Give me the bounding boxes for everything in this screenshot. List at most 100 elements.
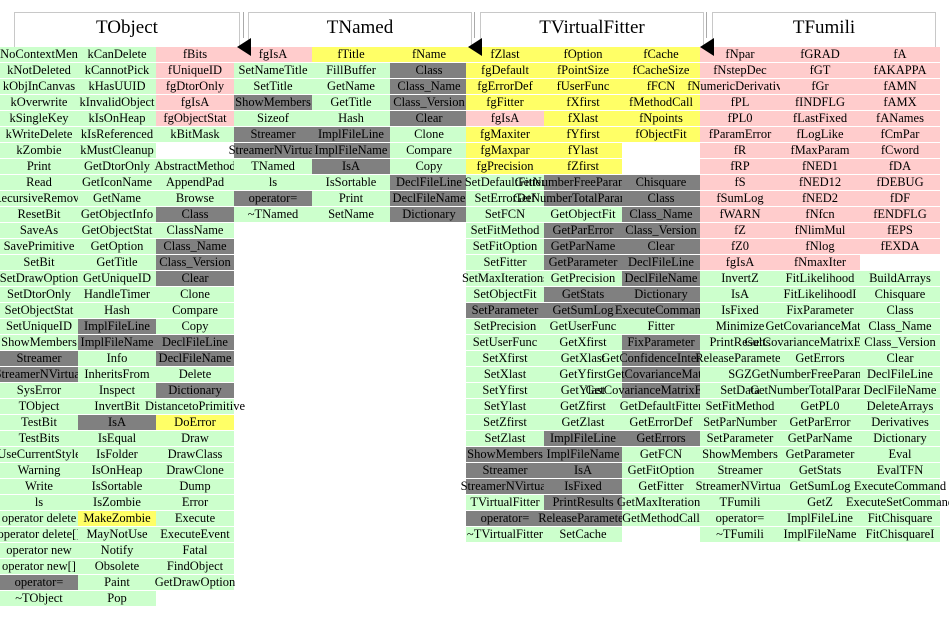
member-cell[interactable]: Delete bbox=[156, 367, 234, 382]
member-cell[interactable]: Streamer bbox=[700, 463, 780, 478]
member-cell[interactable]: Class bbox=[390, 63, 468, 78]
member-cell[interactable]: TFumili bbox=[700, 495, 780, 510]
member-cell[interactable]: Execute bbox=[156, 511, 234, 526]
member-cell[interactable]: GetOption bbox=[78, 239, 156, 254]
member-cell[interactable]: ClassName bbox=[156, 223, 234, 238]
member-cell[interactable]: fNfcn bbox=[780, 207, 860, 222]
member-cell[interactable]: GetCovarianceMatrixElement bbox=[745, 335, 895, 350]
member-cell[interactable]: GetParameter bbox=[544, 255, 622, 270]
member-cell[interactable]: fZ0 bbox=[700, 239, 780, 254]
member-cell[interactable]: ls bbox=[234, 175, 312, 190]
member-cell[interactable]: SetDefaultFitter bbox=[465, 175, 545, 190]
member-cell[interactable]: GetParName bbox=[544, 239, 622, 254]
member-cell[interactable]: TNamed bbox=[234, 159, 312, 174]
member-cell[interactable]: PrintResults bbox=[544, 495, 622, 510]
member-cell[interactable]: fParamError bbox=[700, 127, 780, 142]
member-cell[interactable]: GetFitOption bbox=[622, 463, 700, 478]
member-cell[interactable]: Fatal bbox=[156, 543, 234, 558]
member-cell[interactable]: SetXfirst bbox=[466, 351, 544, 366]
member-cell[interactable]: Clear bbox=[860, 351, 940, 366]
member-cell[interactable]: DeclFileLine bbox=[390, 175, 468, 190]
member-cell[interactable]: Obsolete bbox=[78, 559, 156, 574]
member-cell[interactable]: SetXlast bbox=[466, 367, 544, 382]
member-cell[interactable]: AbstractMethod bbox=[154, 159, 236, 174]
member-cell[interactable]: ExecuteCommand bbox=[615, 303, 707, 318]
member-cell[interactable]: kMustCleanup bbox=[78, 143, 156, 158]
member-cell[interactable]: StreamerNVirtual bbox=[229, 143, 317, 158]
member-cell[interactable]: InheritsFrom bbox=[78, 367, 156, 382]
member-cell[interactable]: DeleteArrays bbox=[860, 399, 940, 414]
member-cell[interactable]: GetDrawOption bbox=[155, 575, 235, 590]
member-cell[interactable]: fPL bbox=[700, 95, 780, 110]
member-cell[interactable]: ShowMembers bbox=[700, 447, 780, 462]
member-cell[interactable]: PrintResults bbox=[700, 335, 780, 350]
member-cell[interactable]: IsA bbox=[700, 287, 780, 302]
member-cell[interactable]: SaveAs bbox=[0, 223, 78, 238]
member-cell[interactable]: Class_Version bbox=[390, 95, 468, 110]
member-cell[interactable]: fNED2 bbox=[780, 191, 860, 206]
member-cell[interactable]: FillBuffer bbox=[312, 63, 390, 78]
member-cell[interactable]: operator new[] bbox=[0, 559, 78, 574]
member-cell[interactable]: kBitMask bbox=[156, 127, 234, 142]
member-cell[interactable]: fNlimMul bbox=[780, 223, 860, 238]
member-cell[interactable]: fYfirst bbox=[544, 127, 622, 142]
member-cell[interactable]: fNstepDec bbox=[700, 63, 780, 78]
member-cell[interactable]: StreamerNVirtual bbox=[0, 367, 83, 382]
member-cell[interactable]: fgIsA bbox=[700, 255, 780, 270]
member-cell[interactable]: Clone bbox=[156, 287, 234, 302]
member-cell[interactable]: SetCache bbox=[544, 527, 622, 542]
member-cell[interactable]: SetFitter bbox=[466, 255, 544, 270]
member-cell[interactable]: fUniqueID bbox=[156, 63, 234, 78]
member-cell[interactable]: IsA bbox=[544, 463, 622, 478]
member-cell[interactable]: DeclFileName bbox=[622, 271, 700, 286]
member-cell[interactable]: SetFitOption bbox=[466, 239, 544, 254]
member-cell[interactable]: fLastFixed bbox=[780, 111, 860, 126]
member-cell[interactable]: fAMX bbox=[860, 95, 940, 110]
member-cell[interactable]: fRP bbox=[700, 159, 780, 174]
member-cell[interactable]: Read bbox=[0, 175, 78, 190]
member-cell[interactable]: fGr bbox=[780, 79, 860, 94]
member-cell[interactable]: fWARN bbox=[700, 207, 780, 222]
member-cell[interactable]: Dictionary bbox=[156, 383, 234, 398]
member-cell[interactable]: Hash bbox=[78, 303, 156, 318]
member-cell[interactable]: fMethodCall bbox=[622, 95, 700, 110]
member-cell[interactable]: Clear bbox=[390, 111, 468, 126]
member-cell[interactable]: GetObjectFit bbox=[544, 207, 622, 222]
member-cell[interactable]: IsSortable bbox=[312, 175, 390, 190]
member-cell[interactable]: fEPS bbox=[860, 223, 940, 238]
member-cell[interactable]: FindObject bbox=[156, 559, 234, 574]
member-cell[interactable]: kWriteDelete bbox=[0, 127, 78, 142]
member-cell[interactable]: ImplFileName bbox=[78, 335, 156, 350]
member-cell[interactable]: ExecuteEvent bbox=[156, 527, 234, 542]
member-cell[interactable]: fBits bbox=[156, 47, 234, 62]
member-cell[interactable]: operator= bbox=[234, 191, 312, 206]
member-cell[interactable]: GetNumberFreeParameters bbox=[752, 367, 888, 382]
member-cell[interactable]: Class_Name bbox=[860, 319, 940, 334]
member-cell[interactable]: IsA bbox=[78, 415, 156, 430]
member-cell[interactable]: Sizeof bbox=[234, 111, 312, 126]
member-cell[interactable]: GetParName bbox=[780, 431, 860, 446]
member-cell[interactable]: fNmaxIter bbox=[780, 255, 860, 270]
member-cell[interactable]: IsFixed bbox=[544, 479, 622, 494]
member-cell[interactable]: GetStats bbox=[544, 287, 622, 302]
member-cell[interactable]: Class_Name bbox=[390, 79, 468, 94]
member-cell[interactable]: Eval bbox=[860, 447, 940, 462]
member-cell[interactable]: Info bbox=[78, 351, 156, 366]
member-cell[interactable]: fMaxParam bbox=[780, 143, 860, 158]
member-cell[interactable]: ReleaseParameter bbox=[695, 351, 785, 366]
member-cell[interactable]: fNlog bbox=[780, 239, 860, 254]
member-cell[interactable]: Print bbox=[0, 159, 78, 174]
member-cell[interactable]: GetErrors bbox=[780, 351, 860, 366]
member-cell[interactable]: FitChisquareI bbox=[860, 527, 940, 542]
member-cell[interactable]: SetData bbox=[700, 383, 780, 398]
member-cell[interactable]: SetObjectFit bbox=[466, 287, 544, 302]
member-cell[interactable]: Write bbox=[0, 479, 78, 494]
member-cell[interactable]: fNpoints bbox=[622, 111, 700, 126]
member-cell[interactable]: GetZlast bbox=[544, 415, 622, 430]
member-cell[interactable]: fAKAPPA bbox=[860, 63, 940, 78]
member-cell[interactable]: fDA bbox=[860, 159, 940, 174]
member-cell[interactable]: AppendPad bbox=[156, 175, 234, 190]
member-cell[interactable]: ~TFumili bbox=[700, 527, 780, 542]
member-cell[interactable]: GetObjectStat bbox=[78, 223, 156, 238]
member-cell[interactable]: SetYlast bbox=[466, 399, 544, 414]
